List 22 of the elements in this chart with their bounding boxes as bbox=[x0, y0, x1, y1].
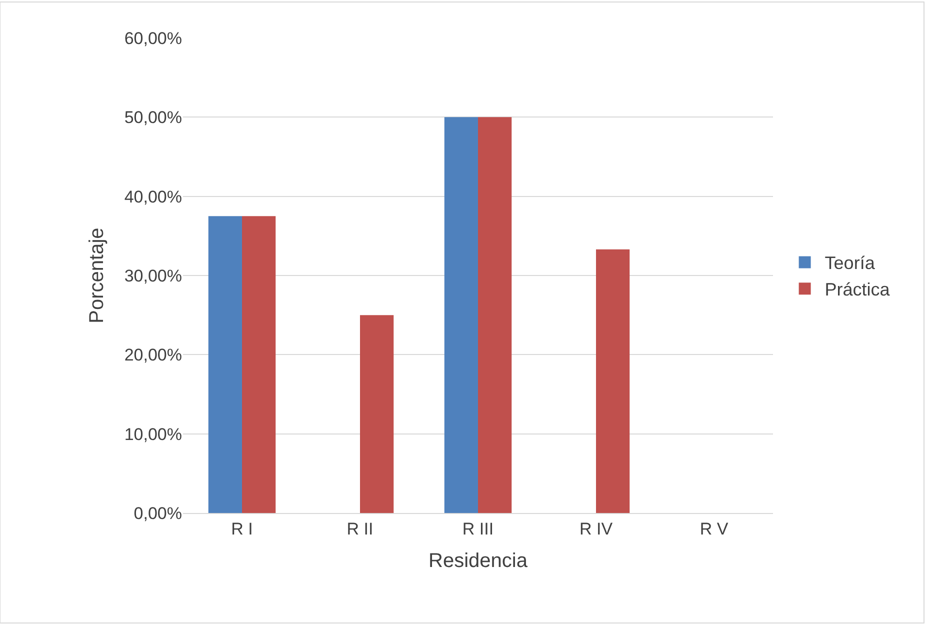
bar bbox=[478, 117, 512, 513]
legend-label: Práctica bbox=[824, 280, 891, 300]
x-tick-label: R IV bbox=[579, 519, 614, 538]
x-tick-label: R V bbox=[700, 519, 729, 538]
bar bbox=[596, 249, 630, 513]
bar bbox=[242, 216, 276, 513]
y-tick-label: 0,00% bbox=[134, 504, 182, 523]
legend-label: Teoría bbox=[824, 253, 876, 274]
y-tick-label: 50,00% bbox=[124, 108, 182, 128]
bar bbox=[444, 117, 478, 513]
x-axis-title: Residencia bbox=[428, 550, 528, 572]
x-tick-label: R I bbox=[231, 519, 253, 538]
bar bbox=[360, 315, 394, 513]
y-tick-label: 40,00% bbox=[124, 187, 182, 206]
y-tick-label: 20,00% bbox=[124, 346, 182, 365]
y-tick-label: 30,00% bbox=[124, 266, 182, 286]
bar bbox=[208, 216, 242, 513]
x-tick-label: R II bbox=[346, 519, 374, 538]
x-tick-label: R III bbox=[462, 519, 494, 538]
y-axis-title: Porcentaje bbox=[86, 228, 108, 324]
y-tick-label: 60,00% bbox=[124, 28, 182, 48]
y-tick-label: 10,00% bbox=[124, 424, 182, 444]
